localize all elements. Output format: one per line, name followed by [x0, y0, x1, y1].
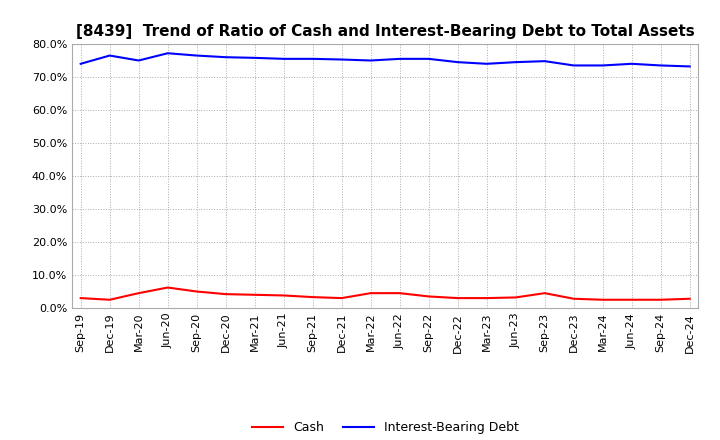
Interest-Bearing Debt — [627, 61, 636, 66]
Interest-Bearing Debt — [511, 59, 520, 65]
Cash — [685, 296, 694, 301]
Interest-Bearing Debt — [192, 53, 201, 58]
Interest-Bearing Debt — [76, 61, 85, 66]
Cash — [221, 291, 230, 297]
Cash — [338, 296, 346, 301]
Line: Interest-Bearing Debt: Interest-Bearing Debt — [81, 53, 690, 66]
Interest-Bearing Debt — [308, 56, 317, 62]
Cash — [163, 285, 172, 290]
Line: Cash: Cash — [81, 288, 690, 300]
Cash — [454, 296, 462, 301]
Interest-Bearing Debt — [657, 63, 665, 68]
Cash — [279, 293, 288, 298]
Cash — [192, 289, 201, 294]
Cash — [541, 290, 549, 296]
Cash — [424, 294, 433, 299]
Cash — [135, 290, 143, 296]
Cash — [366, 290, 375, 296]
Cash — [570, 296, 578, 301]
Cash — [598, 297, 607, 302]
Interest-Bearing Debt — [105, 53, 114, 58]
Interest-Bearing Debt — [163, 51, 172, 56]
Title: [8439]  Trend of Ratio of Cash and Interest-Bearing Debt to Total Assets: [8439] Trend of Ratio of Cash and Intere… — [76, 24, 695, 39]
Interest-Bearing Debt — [424, 56, 433, 62]
Interest-Bearing Debt — [395, 56, 404, 62]
Interest-Bearing Debt — [279, 56, 288, 62]
Cash — [105, 297, 114, 302]
Interest-Bearing Debt — [338, 57, 346, 62]
Cash — [251, 292, 259, 297]
Interest-Bearing Debt — [366, 58, 375, 63]
Cash — [395, 290, 404, 296]
Cash — [482, 296, 491, 301]
Interest-Bearing Debt — [541, 59, 549, 64]
Interest-Bearing Debt — [454, 59, 462, 65]
Cash — [76, 296, 85, 301]
Cash — [627, 297, 636, 302]
Cash — [511, 295, 520, 300]
Interest-Bearing Debt — [598, 63, 607, 68]
Legend: Cash, Interest-Bearing Debt: Cash, Interest-Bearing Debt — [247, 416, 523, 439]
Interest-Bearing Debt — [685, 64, 694, 69]
Cash — [657, 297, 665, 302]
Cash — [308, 294, 317, 300]
Interest-Bearing Debt — [221, 55, 230, 60]
Interest-Bearing Debt — [135, 58, 143, 63]
Interest-Bearing Debt — [482, 61, 491, 66]
Interest-Bearing Debt — [570, 63, 578, 68]
Interest-Bearing Debt — [251, 55, 259, 60]
